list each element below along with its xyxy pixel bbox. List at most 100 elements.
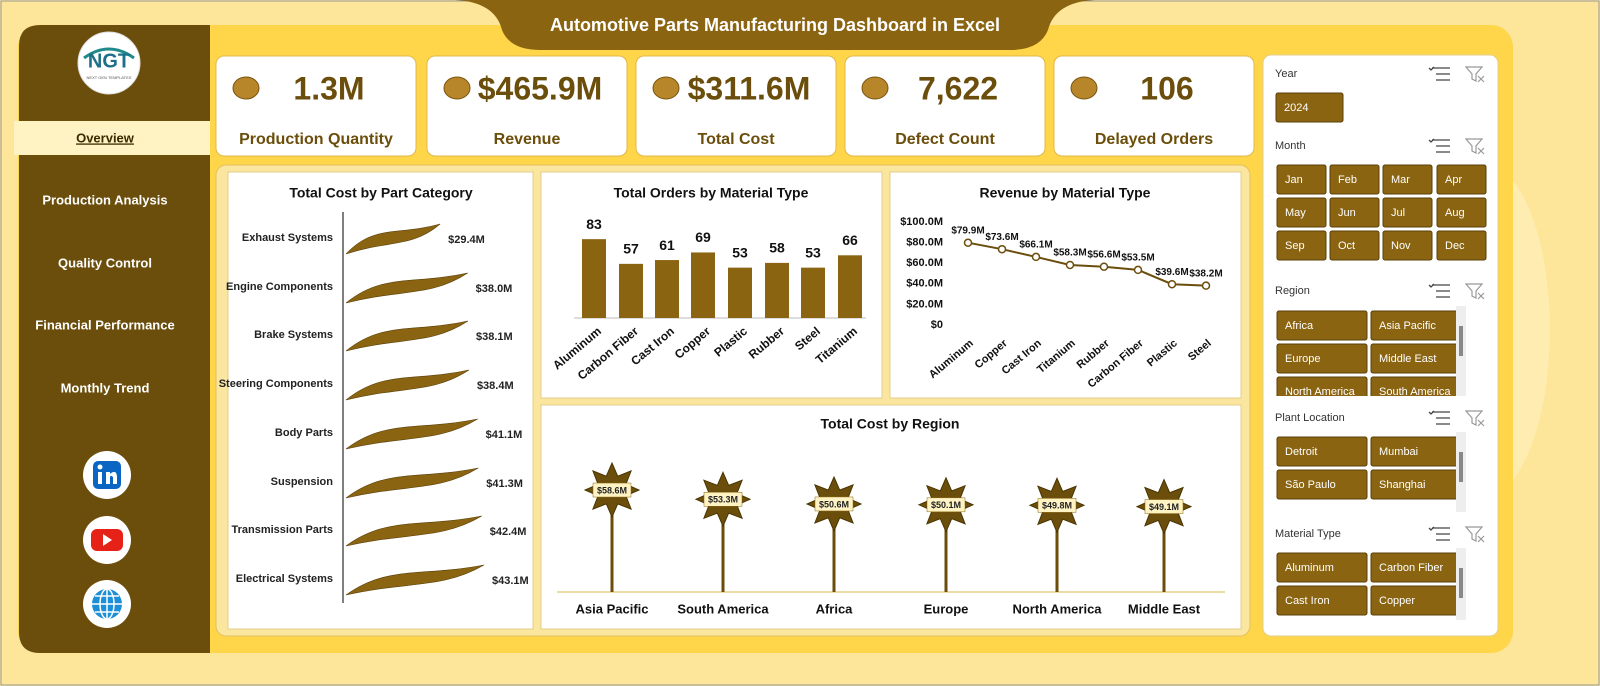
bar: [801, 267, 825, 318]
slicer-button[interactable]: [1276, 310, 1368, 341]
x-tick-label: Middle East: [1128, 601, 1201, 616]
multi-select-icon[interactable]: [1428, 66, 1450, 81]
linkedin-glyph: [97, 464, 103, 470]
x-tick-label: Asia Pacific: [576, 601, 649, 616]
multi-select-icon[interactable]: [1428, 410, 1450, 425]
nav-item[interactable]: Quality Control: [58, 255, 152, 270]
nav-item[interactable]: Monthly Trend: [61, 380, 150, 395]
slicer-button[interactable]: [1436, 230, 1487, 261]
bar: [345, 223, 441, 255]
value-label: $38.0M: [476, 283, 513, 295]
slicer-button[interactable]: [1436, 164, 1487, 195]
slicer-item: São Paulo: [1285, 479, 1336, 491]
bar: [345, 418, 478, 450]
slicer-button[interactable]: [1276, 343, 1368, 374]
kpi-label: Defect Count: [895, 131, 995, 148]
slicer-item: Copper: [1379, 595, 1415, 607]
slicer-item: South America: [1379, 386, 1451, 398]
slicer-item: Detroit: [1285, 446, 1317, 458]
slicer-button[interactable]: [1329, 197, 1380, 228]
label-box: [703, 492, 743, 507]
multi-select-icon[interactable]: [1428, 138, 1450, 153]
scrollbar-thumb: [1459, 326, 1463, 356]
slicer-button[interactable]: [1276, 469, 1368, 500]
x-tick-label: North America: [1012, 601, 1102, 616]
point: [1133, 265, 1143, 275]
value-label: 58: [769, 240, 785, 256]
slicer-title: Month: [1275, 140, 1306, 152]
multi-select-icon[interactable]: [1428, 283, 1450, 298]
nav-item[interactable]: Production Analysis: [42, 192, 167, 207]
value-label: $38.2M: [1189, 268, 1222, 279]
slicer-button[interactable]: [1275, 92, 1344, 123]
slicer-item: Dec: [1445, 240, 1465, 252]
slicer-item: Sep: [1285, 240, 1305, 252]
category-label: Exhaust Systems: [242, 232, 333, 244]
kpi-card: [635, 55, 837, 157]
y-tick-label: $60.0M: [906, 257, 943, 269]
slicer-button[interactable]: [1276, 436, 1368, 467]
youtube-glyph: [103, 534, 112, 546]
value-label: 66: [842, 232, 858, 248]
value-label: $38.4M: [477, 380, 514, 392]
kpi-icon: [1070, 76, 1098, 100]
slicer-button[interactable]: [1276, 164, 1327, 195]
slicer-item: Carbon Fiber: [1379, 562, 1444, 574]
value-label: $58.3M: [1053, 248, 1086, 259]
clear-filter-icon[interactable]: [1464, 283, 1485, 300]
kpi-icon: [232, 76, 260, 100]
slicer-button[interactable]: [1276, 585, 1368, 616]
slicer-title: Year: [1275, 68, 1298, 80]
y-tick-label: $100.0M: [900, 216, 943, 228]
nav-item[interactable]: Overview: [76, 130, 135, 145]
y-tick-label: $80.0M: [906, 237, 943, 249]
value-label: 53: [732, 244, 748, 260]
slicer-button[interactable]: [1382, 230, 1433, 261]
bar: [691, 252, 715, 318]
clear-filter-icon[interactable]: [1464, 66, 1485, 83]
clear-filter-icon[interactable]: [1464, 526, 1485, 543]
bar: [345, 272, 468, 304]
value-label: $43.1M: [492, 575, 529, 587]
y-tick-label: $40.0M: [906, 278, 943, 290]
slicer-button[interactable]: [1329, 230, 1380, 261]
label-box: [814, 496, 854, 512]
point: [1201, 281, 1211, 290]
slicer-button[interactable]: [1276, 376, 1368, 406]
linkedin-glyph: [98, 472, 102, 484]
category-label: Steering Components: [219, 378, 333, 390]
slicer-button[interactable]: [1382, 164, 1433, 195]
multi-select-icon[interactable]: [1428, 526, 1450, 541]
slicer-button[interactable]: [1382, 197, 1433, 228]
nav-item[interactable]: Financial Performance: [35, 317, 174, 332]
label-box: [926, 497, 966, 513]
slicer-button[interactable]: [1276, 552, 1368, 583]
dashboard-title: Automotive Parts Manufacturing Dashboard…: [550, 15, 1000, 35]
chart-panel: [540, 404, 1242, 630]
point: [1099, 262, 1109, 271]
value-label: $29.4M: [448, 234, 485, 246]
nav-highlight: [14, 121, 210, 155]
linkedin-glyph: [106, 471, 117, 484]
kpi-label: Total Cost: [697, 131, 775, 148]
slicer-item: Oct: [1338, 240, 1355, 252]
slicer-button[interactable]: [1329, 164, 1380, 195]
slicer-button[interactable]: [1276, 197, 1327, 228]
globe-glyph: [92, 589, 122, 619]
value-label: $38.1M: [476, 331, 513, 343]
value-label: $53.5M: [1121, 253, 1154, 264]
kpi-card: [215, 55, 417, 157]
scrollbar-thumb: [1459, 452, 1463, 482]
logo-text: NGT: [88, 50, 130, 72]
kpi-card: [1053, 55, 1255, 157]
slicer-button[interactable]: [1276, 230, 1327, 261]
slicer-item: Aluminum: [1285, 562, 1334, 574]
clear-filter-icon[interactable]: [1464, 410, 1485, 427]
slicer-items: Aluminum Carbon Fiber Cast Iron Copper: [1276, 552, 1462, 616]
clear-filter-icon[interactable]: [1464, 138, 1485, 155]
slicer-items: Africa Asia Pacific Europe Middle East North…: [1276, 310, 1462, 406]
value-label: 53: [805, 244, 821, 260]
slicer-button[interactable]: [1436, 197, 1487, 228]
